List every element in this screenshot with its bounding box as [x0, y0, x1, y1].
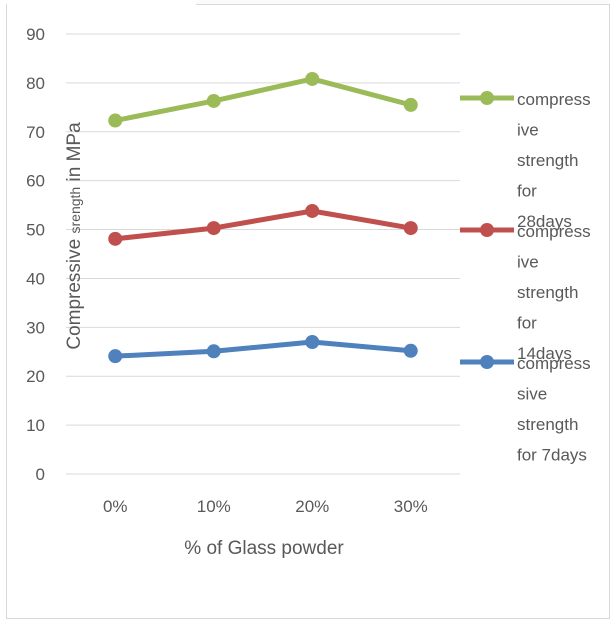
legend-label-line: 14days: [517, 344, 572, 363]
y-tick-label: 20: [26, 367, 45, 386]
legend-marker: [480, 91, 494, 105]
legend-label-line: compress: [517, 354, 591, 373]
x-tick-labels: 0% 10% 20% 30%: [103, 497, 428, 516]
data-point: [305, 203, 320, 218]
y-tick-labels: 0 10 20 30 40 50 60 70 80 90: [26, 25, 45, 484]
x-tick-label: 20%: [295, 497, 329, 516]
x-axis-title: % of Glass powder: [184, 538, 344, 559]
legend-label-line: strength: [517, 151, 578, 170]
data-point: [108, 349, 123, 364]
data-point: [108, 113, 123, 128]
legend-label-line: compress: [517, 90, 591, 109]
y-tick-label: 50: [26, 221, 45, 240]
y-tick-label: 10: [26, 416, 45, 435]
legend: compressivestrengthfor28dayscompressives…: [460, 90, 591, 465]
data-point: [206, 221, 221, 236]
legend-label-line: ive: [517, 253, 539, 272]
legend-marker: [480, 355, 494, 369]
data-point: [206, 93, 221, 108]
legend-marker: [480, 223, 494, 237]
gridlines: [66, 33, 460, 475]
series-line: [112, 76, 414, 124]
legend-label-line: strength: [517, 283, 578, 302]
y-tick-label: 60: [26, 172, 45, 191]
x-tick-label: 0%: [103, 497, 128, 516]
legend-label-line: for: [517, 182, 537, 201]
y-tick-label: 40: [26, 269, 45, 288]
data-point: [305, 71, 320, 86]
x-tick-label: 30%: [394, 497, 428, 516]
frame-notch: [6, 0, 196, 4]
series-line: [112, 339, 414, 359]
y-tick-label: 90: [26, 25, 45, 44]
data-point: [305, 335, 320, 349]
legend-label-line: sive: [517, 385, 547, 404]
legend-label-line: for 7days: [517, 446, 587, 465]
data-point: [403, 97, 418, 112]
legend-entry: compress ive strength for 28days: [460, 90, 591, 231]
series: [108, 71, 418, 128]
frame-top-strip: [196, 0, 610, 5]
y-tick-label: 80: [26, 74, 45, 93]
legend-label-line: compress: [517, 222, 591, 241]
data-point: [403, 343, 418, 358]
y-axis-title: Compressive srength in MPa: [64, 122, 85, 350]
series: [108, 335, 418, 364]
legend-entry: compress sive strength for 7days: [460, 354, 591, 465]
x-tick-label: 10%: [197, 497, 231, 516]
y-tick-label: 30: [26, 318, 45, 337]
legend-entry: compress ive strength for 14days: [460, 222, 591, 363]
series: [108, 203, 418, 246]
series-group: [108, 71, 418, 364]
y-axis-title-part: srength: [67, 187, 83, 234]
legend-label-line: 28days: [517, 212, 572, 231]
legend-label-line: strength: [517, 415, 578, 434]
y-axis-title-part: Compressive: [64, 233, 85, 349]
y-axis-title-part: in MPa: [64, 122, 85, 187]
legend-label-line: ive: [517, 121, 539, 140]
y-tick-label: 0: [36, 465, 45, 484]
data-point: [108, 231, 123, 246]
legend-label-line: for: [517, 314, 537, 333]
y-tick-label: 70: [26, 123, 45, 142]
data-point: [403, 221, 418, 236]
series-line: [112, 208, 414, 242]
chart-area: [6, 0, 610, 619]
data-point: [206, 344, 221, 359]
